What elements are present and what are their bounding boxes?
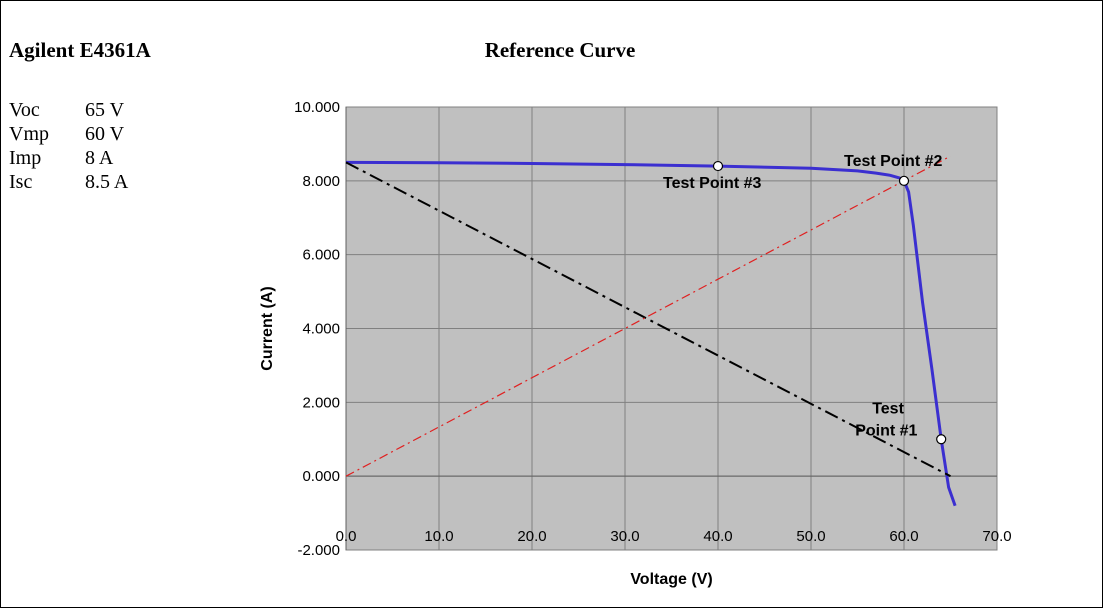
y-tick-label: 8.000 (302, 173, 340, 190)
y-tick-label: 2.000 (302, 394, 340, 411)
test-point-label: Test Point #2 (844, 153, 942, 170)
spec-name: Voc (9, 99, 40, 121)
test-point-label-line: Test (872, 400, 904, 417)
x-tick-label: 70.0 (982, 528, 1011, 545)
spec-name: Isc (9, 171, 33, 193)
y-tick-label: 6.000 (302, 247, 340, 264)
y-tick-label: 0.000 (302, 468, 340, 485)
test-point-marker (898, 175, 910, 186)
spec-row-isc: Isc 8.5 A (9, 170, 128, 194)
x-tick-label: 20.0 (517, 528, 546, 545)
spec-row-imp: Imp 8 A (9, 146, 128, 170)
test-point-label: Test Point #3 (663, 175, 761, 192)
reference-line-red (345, 155, 951, 477)
iv-curve-line (345, 160, 957, 507)
instrument-model: Agilent E4361A (9, 38, 151, 62)
spec-value: 65 V (85, 99, 125, 121)
x-tick-label: 60.0 (889, 528, 918, 545)
spec-name: Imp (9, 147, 42, 169)
x-tick-label: 0.0 (336, 528, 357, 545)
y-tick-label: -2.000 (297, 542, 340, 559)
x-tick-label: 30.0 (610, 528, 639, 545)
spec-table: Voc 65 V Vmp 60 V Imp 8 A Isc 8.5 A (9, 98, 128, 194)
y-axis-title: Current (A) (259, 286, 276, 370)
spec-name: Vmp (9, 123, 49, 145)
x-tick-label: 40.0 (703, 528, 732, 545)
test-point-marker (712, 160, 724, 172)
x-axis-title: Voltage (V) (630, 571, 712, 588)
chart-title: Reference Curve (484, 38, 636, 62)
y-tick-label: 4.000 (302, 321, 340, 338)
test-point-label: Test Point #1 (855, 400, 917, 439)
y-tick-label: 10.000 (294, 99, 340, 116)
reference-line-black (345, 161, 951, 478)
spec-value: 60 V (85, 123, 125, 145)
test-point-label-line: Point #1 (855, 422, 917, 439)
spec-value: 8.5 A (85, 171, 129, 193)
spec-row-vmp: Vmp 60 V (9, 122, 128, 146)
spec-row-voc: Voc 65 V (9, 98, 128, 122)
x-tick-label: 50.0 (796, 528, 825, 545)
test-point-marker (936, 434, 947, 445)
spec-value: 8 A (85, 147, 114, 169)
x-tick-label: 10.0 (424, 528, 453, 545)
